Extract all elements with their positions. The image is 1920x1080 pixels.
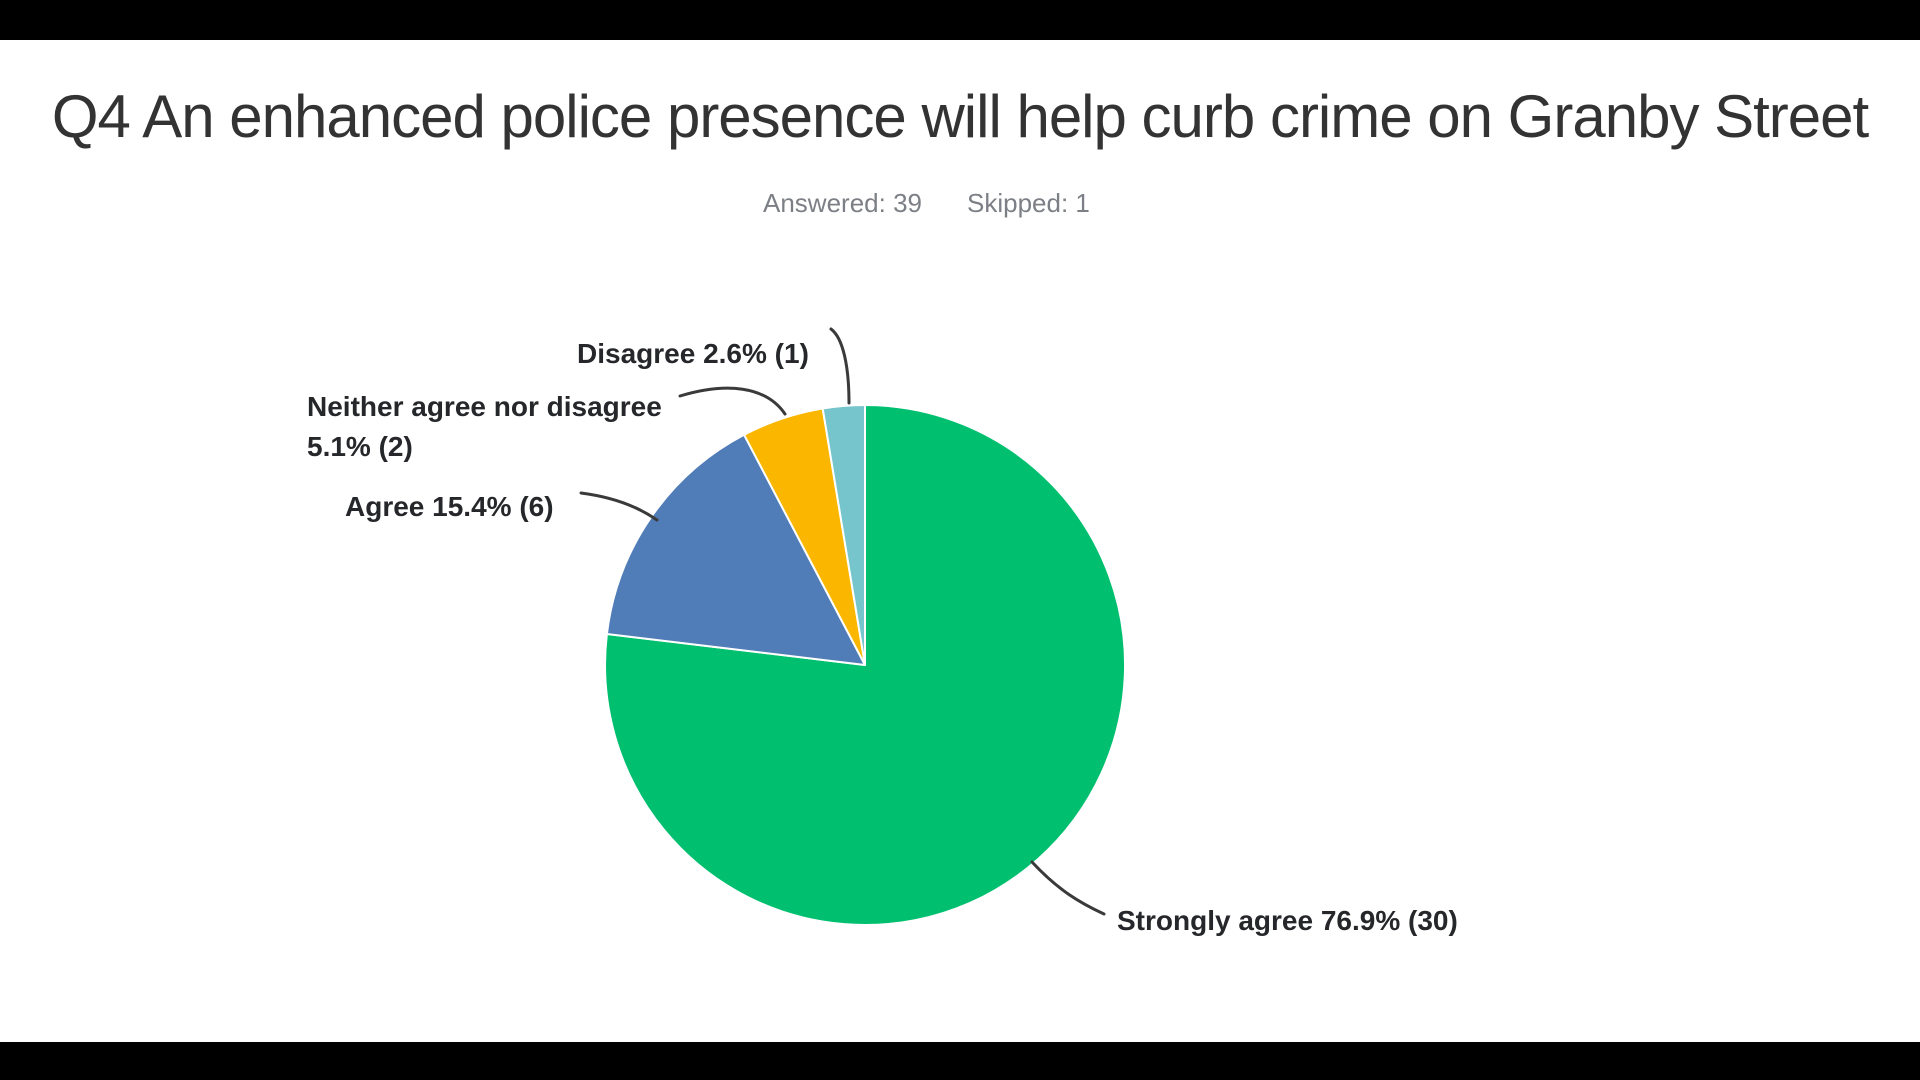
slice-label-disagree: Disagree 2.6% (1) xyxy=(577,334,809,374)
slice-label-disagree-text: Disagree xyxy=(577,338,696,369)
slice-label-strongly-agree-value: 76.9% (30) xyxy=(1320,905,1458,936)
response-stats: Answered: 39 Skipped: 1 xyxy=(763,188,1090,219)
pie-slice-disagree[interactable] xyxy=(821,404,866,666)
answered-stat: Answered: 39 xyxy=(763,188,922,218)
leader-lines-group xyxy=(579,327,1106,916)
skipped-stat: Skipped: 1 xyxy=(966,188,1090,218)
slice-label-neither-text: Neither agree nor disagree xyxy=(307,391,662,422)
leader-line-agree xyxy=(579,491,659,522)
slice-label-neither-value: 5.1% (2) xyxy=(307,431,413,462)
slice-label-agree-value: 15.4% (6) xyxy=(432,491,554,522)
leader-line-neither xyxy=(678,386,787,416)
leader-line-strongly-agree xyxy=(1030,860,1106,916)
pie-slices-group xyxy=(604,404,1126,926)
slice-label-strongly-agree: Strongly agree 76.9% (30) xyxy=(1117,901,1458,941)
leader-line-disagree xyxy=(829,327,851,405)
slice-label-neither: Neither agree nor disagree 5.1% (2) xyxy=(307,387,662,467)
slice-label-strongly-agree-text: Strongly agree xyxy=(1117,905,1314,936)
question-title: Q4 An enhanced police presence will help… xyxy=(51,83,1869,150)
slice-label-agree: Agree 15.4% (6) xyxy=(345,487,554,527)
slice-label-agree-text: Agree xyxy=(345,491,425,522)
slice-label-disagree-value: 2.6% (1) xyxy=(703,338,809,369)
